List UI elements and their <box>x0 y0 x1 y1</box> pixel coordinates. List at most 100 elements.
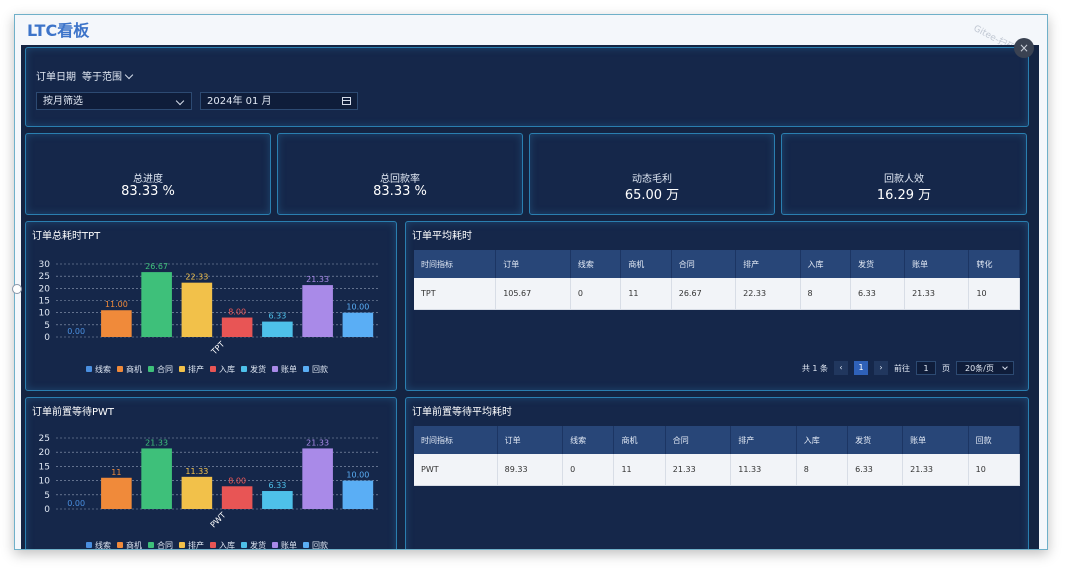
bar <box>181 476 213 509</box>
column-header: 转化 <box>968 250 1020 278</box>
y-tick-label: 25 <box>39 272 50 282</box>
legend-label: 入库 <box>219 540 235 549</box>
legend-swatch <box>241 366 247 372</box>
operator-dropdown[interactable]: 等于范围 <box>82 68 134 83</box>
goto-page-input[interactable]: 1 <box>916 361 936 375</box>
table-cell: 21.33 <box>902 454 969 486</box>
filter-mode-select[interactable]: 按月筛选 <box>36 92 192 110</box>
tpt-chart-title: 订单总耗时TPT <box>32 231 101 242</box>
bar <box>181 282 213 337</box>
column-header: 入库 <box>800 250 851 278</box>
legend-label: 入库 <box>219 364 235 374</box>
y-tick-label: 10 <box>39 477 51 487</box>
data-label: 21.33 <box>145 438 168 447</box>
legend-swatch <box>303 542 309 548</box>
bar <box>342 312 374 337</box>
pwt-bar-chart: 0 5 10 15 20 25 0.00 11 21.33 11.33 8.00 6.33 21.33 1… <box>39 434 378 549</box>
data-label: 26.67 <box>145 262 168 271</box>
tpt-bar-chart: 0 5 10 15 20 25 30 0.00 11.00 26.67 22.33 8.00 6.33 2… <box>39 260 378 374</box>
legend-label: 账单 <box>281 364 297 374</box>
column-header: 回款 <box>968 426 1021 454</box>
bar <box>302 448 333 509</box>
page-size-select[interactable]: 20条/页 <box>956 361 1014 375</box>
legend-label: 回款 <box>312 364 328 374</box>
month-picker-value: 2024年 01 月 <box>207 96 272 107</box>
legend-swatch <box>210 366 216 372</box>
data-label: 21.33 <box>306 438 329 447</box>
table-cell: 6.33 <box>847 454 904 486</box>
month-picker[interactable]: 2024年 01 月 <box>200 92 358 110</box>
table-cell: 11 <box>613 454 666 486</box>
kpi-value: 83.33 % <box>121 184 175 199</box>
table-header-row: 时间指标 订单 线索 商机 合同 排产 入库 发货 账单 转化 <box>414 250 1020 278</box>
table-cell: 8 <box>800 278 851 310</box>
legend-swatch <box>86 542 92 548</box>
data-label: 11.00 <box>105 300 128 309</box>
filter-mode-value: 按月筛选 <box>43 96 83 107</box>
tpt-table-panel: 订单平均耗时 时间指标 订单 线索 商机 合同 排产 入库 发货 账单 转化 T… <box>405 221 1029 391</box>
table-cell: 6.33 <box>850 278 906 310</box>
table-cell: 21.33 <box>665 454 732 486</box>
table-cell: 10 <box>968 278 1020 310</box>
bar <box>262 491 293 509</box>
next-page-button[interactable]: › <box>874 361 888 375</box>
page-number-button[interactable]: 1 <box>854 361 868 375</box>
kpi-title: 总回款率 <box>380 174 420 185</box>
tpt-table-title: 订单平均耗时 <box>412 231 472 242</box>
dashboard: 订单日期 等于范围 按月筛选 2024年 01 月 总进度 83.33 % 总回… <box>21 45 1039 549</box>
kpi-title: 回款人效 <box>884 174 924 185</box>
legend-label: 回款 <box>312 540 328 549</box>
kpi-card-efficiency: 回款人效 16.29 万 <box>781 133 1027 215</box>
y-tick-label: 15 <box>39 462 50 472</box>
x-tick-label: PWT <box>209 511 228 530</box>
close-button[interactable]: × <box>1014 38 1034 58</box>
y-tick-label: 5 <box>44 491 50 501</box>
column-header: 线索 <box>562 426 615 454</box>
data-label: 10.00 <box>346 471 369 480</box>
y-tick-label: 0 <box>44 505 50 515</box>
data-label: 0.00 <box>67 499 85 508</box>
legend-label: 线索 <box>95 540 111 549</box>
data-label: 6.33 <box>268 481 286 490</box>
legend-swatch <box>179 366 185 372</box>
bar <box>141 272 172 337</box>
legend-label: 商机 <box>126 540 142 549</box>
legend-label: 合同 <box>157 364 173 374</box>
page-size-value: 20条/页 <box>965 364 994 373</box>
column-header: 订单 <box>495 250 571 278</box>
y-tick-label: 20 <box>39 284 51 294</box>
pagination-total: 共 1 条 <box>801 363 828 373</box>
table-cell: 0 <box>570 278 622 310</box>
kpi-title: 总进度 <box>133 174 163 185</box>
column-header: 线索 <box>570 250 622 278</box>
pagination: 共 1 条 ‹ 1 › 前往 1 页 20条/页 <box>802 361 1014 375</box>
legend-swatch <box>86 366 92 372</box>
bar <box>342 480 374 509</box>
bar <box>141 448 172 509</box>
kpi-title: 动态毛利 <box>632 174 672 185</box>
legend-swatch <box>148 366 154 372</box>
pwt-table-title: 订单前置等待平均耗时 <box>412 407 512 418</box>
prev-page-button[interactable]: ‹ <box>834 361 848 375</box>
legend-swatch <box>148 542 154 548</box>
y-tick-label: 30 <box>39 260 51 270</box>
resize-handle[interactable] <box>12 284 22 294</box>
kpi-card-collection-rate: 总回款率 83.33 % <box>277 133 523 215</box>
column-header: 时间指标 <box>414 250 497 278</box>
column-header: 账单 <box>904 250 970 278</box>
column-header: 商机 <box>620 250 672 278</box>
table-cell: 10 <box>968 454 1021 486</box>
table-row: PWT 89.33 0 11 21.33 11.33 8 6.33 21.33 … <box>414 454 1021 486</box>
column-header: 发货 <box>847 426 904 454</box>
column-header: 商机 <box>613 426 666 454</box>
y-tick-label: 10 <box>39 309 51 319</box>
column-header: 排产 <box>730 426 797 454</box>
y-tick-label: 20 <box>39 448 51 458</box>
y-tick-label: 5 <box>44 321 50 331</box>
table-cell: 105.67 <box>495 278 571 310</box>
table-row: TPT 105.67 0 11 26.67 22.33 8 6.33 21.33… <box>414 278 1020 310</box>
kpi-card-gross-margin: 动态毛利 65.00 万 <box>529 133 775 215</box>
filter-panel: 订单日期 等于范围 按月筛选 2024年 01 月 <box>25 47 1029 127</box>
table-cell: 11.33 <box>730 454 797 486</box>
kpi-card-progress: 总进度 83.33 % <box>25 133 271 215</box>
